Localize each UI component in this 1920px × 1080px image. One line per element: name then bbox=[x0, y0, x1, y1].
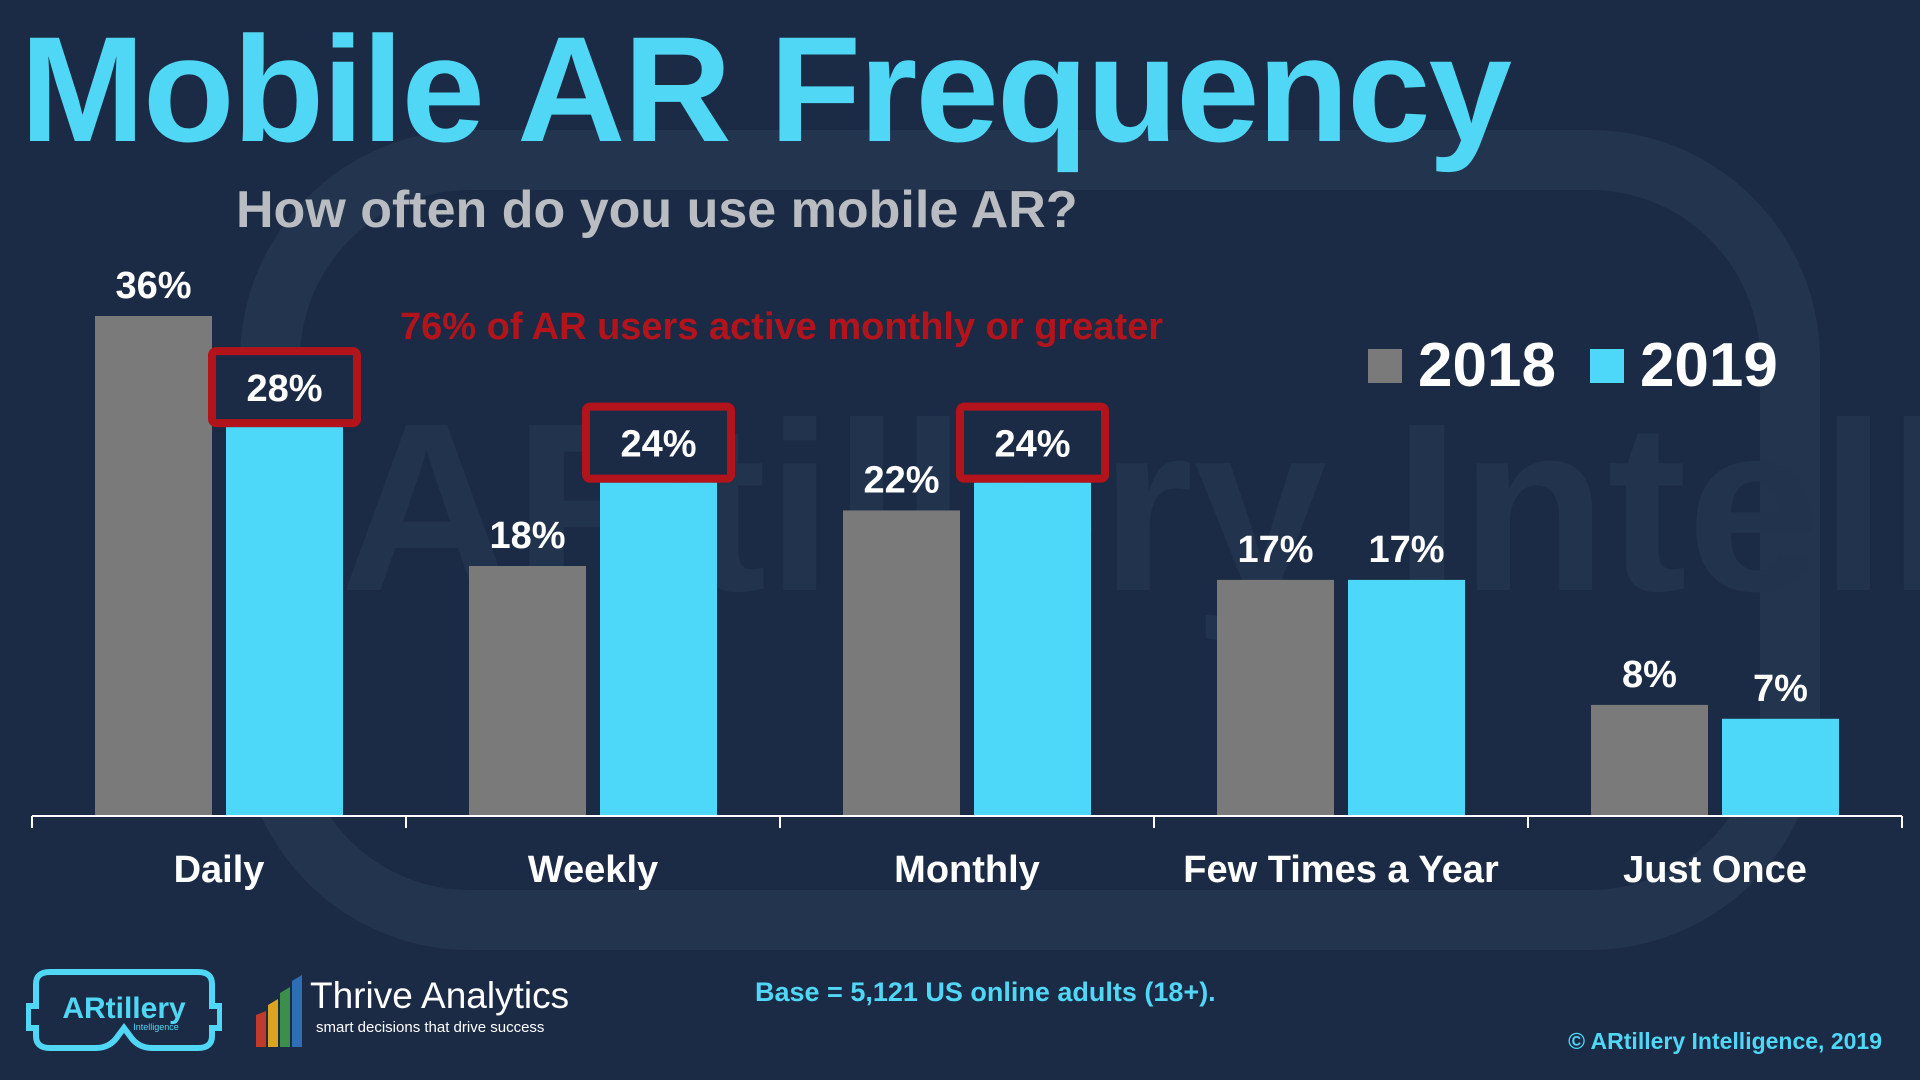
chart-subtitle: How often do you use mobile AR? bbox=[236, 181, 1078, 239]
bar-2019-weekly bbox=[600, 482, 717, 816]
bar-2019-few-times-a-year bbox=[1348, 579, 1465, 816]
bar-2018-daily bbox=[95, 316, 212, 816]
bar-2018-weekly bbox=[469, 566, 586, 816]
page-title: Mobile AR Frequency bbox=[20, 5, 1512, 173]
bar-2019-daily bbox=[226, 427, 343, 816]
x-tick-label-weekly: Weekly bbox=[528, 849, 658, 891]
x-tick-label-daily: Daily bbox=[174, 849, 265, 891]
legend-swatch-2018 bbox=[1368, 348, 1402, 383]
artillery-logo-sub: Intelligence bbox=[133, 1022, 179, 1032]
x-tick-label-monthly: Monthly bbox=[894, 849, 1040, 891]
callout-text: 76% of AR users active monthly or greate… bbox=[400, 306, 1164, 348]
thrive-logo-icon bbox=[256, 975, 302, 1047]
x-tick-label-few-times-a-year: Few Times a Year bbox=[1183, 849, 1499, 891]
bar-2019-just-once bbox=[1722, 718, 1839, 816]
legend-swatch-2019 bbox=[1589, 348, 1624, 383]
data-label-2019-monthly: 24% bbox=[994, 424, 1070, 466]
highlight-box-daily bbox=[208, 347, 361, 428]
legend-label-2019: 2019 bbox=[1639, 331, 1778, 400]
data-label-2019-few-times-a-year: 17% bbox=[1368, 529, 1444, 571]
legend-item-2019: 2019 bbox=[1589, 330, 1778, 401]
highlight-box-weekly bbox=[582, 402, 735, 483]
highlight-box-monthly bbox=[956, 402, 1109, 483]
data-label-2018-monthly: 22% bbox=[863, 459, 939, 501]
data-label-2018-weekly: 18% bbox=[489, 515, 565, 557]
data-label-2018-just-once: 8% bbox=[1622, 654, 1677, 696]
copyright-text: © ARtillery Intelligence, 2019 bbox=[1568, 1028, 1882, 1054]
data-label-2019-daily: 28% bbox=[246, 368, 322, 410]
data-label-2019-weekly: 24% bbox=[620, 424, 696, 466]
thrive-logo-name: Thrive Analytics bbox=[310, 975, 570, 1016]
artillery-logo: ARtillery Intelligence bbox=[25, 966, 223, 1056]
data-label-2018-few-times-a-year: 17% bbox=[1237, 529, 1313, 571]
bar-2018-just-once bbox=[1591, 704, 1708, 816]
legend-item-2018: 2018 bbox=[1368, 330, 1556, 401]
x-tick-label-just-once: Just Once bbox=[1623, 849, 1807, 891]
thrive-logo-tagline: smart decisions that drive success bbox=[316, 1019, 545, 1036]
legend-label-2018: 2018 bbox=[1418, 331, 1556, 400]
data-label-2018-daily: 36% bbox=[115, 265, 191, 307]
thrive-logo: Thrive Analytics smart decisions that dr… bbox=[256, 975, 616, 1047]
artillery-logo-name: ARtillery bbox=[62, 992, 186, 1025]
bar-2019-monthly bbox=[974, 482, 1091, 816]
bar-2018-monthly bbox=[843, 510, 960, 816]
data-label-2019-just-once: 7% bbox=[1753, 668, 1808, 710]
chart-legend: 2018 2019 bbox=[1368, 330, 1812, 401]
base-note: Base = 5,121 US online adults (18+). bbox=[755, 977, 1216, 1007]
bar-2018-few-times-a-year bbox=[1217, 579, 1334, 816]
